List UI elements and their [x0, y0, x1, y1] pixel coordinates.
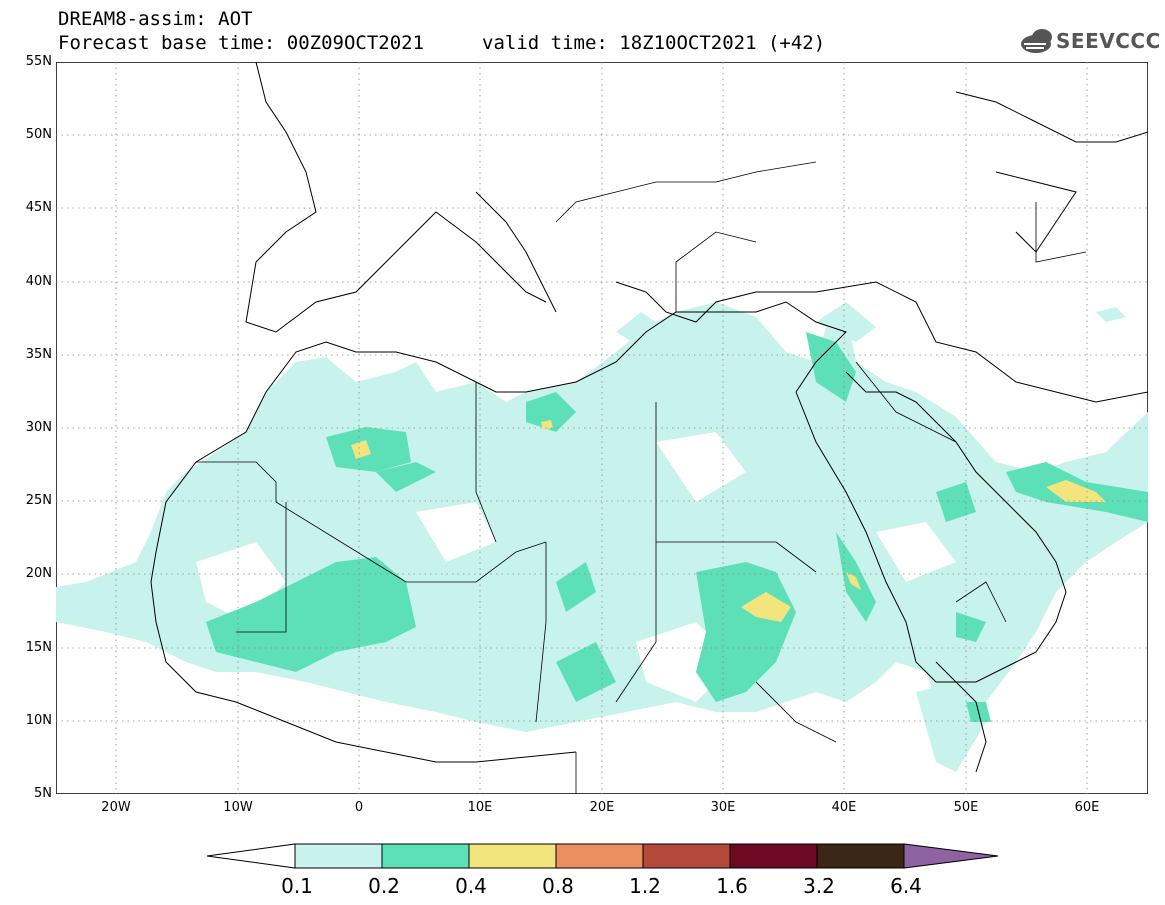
lon-label: 30E — [710, 800, 736, 815]
lon-label: 20E — [589, 800, 615, 815]
lon-label: 10W — [223, 800, 253, 815]
coastlines — [150, 62, 1148, 773]
lon-label: 0 — [354, 800, 364, 815]
aot-high-region — [351, 420, 1106, 622]
aot-map — [56, 62, 1148, 794]
map-grid — [56, 62, 1148, 794]
lat-label: 25N — [25, 493, 52, 508]
colorbar-cell — [816, 843, 905, 869]
colorbar-level: 1.2 — [629, 874, 661, 898]
forecast-base-time: Forecast base time: 00Z09OCT2021 — [58, 32, 425, 54]
colorbar-cell — [903, 843, 999, 869]
colorbar-cell — [468, 843, 557, 869]
lat-label: 10N — [25, 713, 52, 728]
colorbar-level: 0.4 — [455, 874, 487, 898]
colorbar-level: 3.2 — [803, 874, 835, 898]
lat-label: 30N — [25, 420, 52, 435]
lon-label: 10E — [467, 800, 493, 815]
colorbar-level: 0.2 — [368, 874, 400, 898]
lat-label: 5N — [34, 786, 52, 801]
colorbar-cell — [381, 843, 470, 869]
lat-label: 55N — [25, 54, 52, 69]
lat-label: 40N — [25, 274, 52, 289]
lon-label: 40E — [831, 800, 857, 815]
colorbar — [206, 843, 999, 869]
aot-mid-region — [206, 332, 1148, 722]
colorbar-level: 1.6 — [716, 874, 748, 898]
cloud-icon — [1021, 29, 1052, 53]
country-borders — [196, 161, 1087, 794]
colorbar-cell — [642, 843, 731, 869]
colorbar-cell — [206, 843, 296, 869]
lat-label: 35N — [25, 347, 52, 362]
seevccc-logo: SEEVCCC — [1056, 29, 1161, 53]
colorbar-level: 6.4 — [890, 874, 922, 898]
lat-label: 50N — [25, 127, 52, 142]
colorbar-cell — [555, 843, 644, 869]
colorbar-cell — [729, 843, 818, 869]
lon-label: 50E — [953, 800, 979, 815]
map-title: DREAM8-assim: AOT — [58, 8, 253, 30]
lat-label: 45N — [25, 200, 52, 215]
lon-label: 20W — [101, 800, 131, 815]
lon-label: 60E — [1074, 800, 1100, 815]
colorbar-level: 0.1 — [281, 874, 313, 898]
lat-label: 15N — [25, 640, 52, 655]
lat-label: 20N — [25, 566, 52, 581]
colorbar-level: 0.8 — [542, 874, 574, 898]
colorbar-cell — [294, 843, 383, 869]
valid-time: valid time: 18Z10OCT2021 (+42) — [482, 32, 826, 54]
